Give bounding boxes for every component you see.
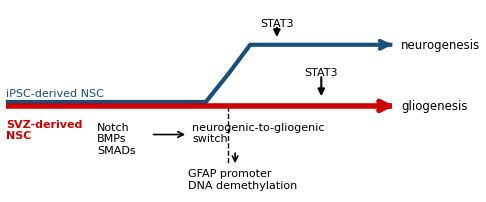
Text: neurogenic-to-gliogenic
switch: neurogenic-to-gliogenic switch bbox=[192, 122, 325, 144]
Text: STAT3: STAT3 bbox=[260, 19, 294, 29]
Text: iPSC-derived NSC: iPSC-derived NSC bbox=[6, 89, 104, 99]
Text: SVZ-derived
NSC: SVZ-derived NSC bbox=[6, 119, 82, 141]
Text: STAT3: STAT3 bbox=[305, 68, 338, 78]
Text: gliogenesis: gliogenesis bbox=[401, 100, 468, 113]
Text: GFAP promoter
DNA demethylation: GFAP promoter DNA demethylation bbox=[188, 168, 297, 190]
Text: Notch
BMPs
SMADs: Notch BMPs SMADs bbox=[97, 122, 136, 155]
Text: neurogenesis: neurogenesis bbox=[401, 39, 481, 52]
